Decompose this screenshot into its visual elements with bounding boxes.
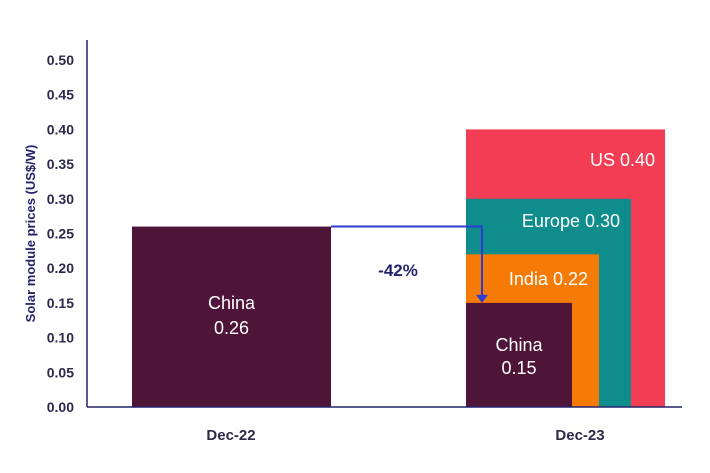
bar-label-dec22-china-value: 0.26 xyxy=(214,318,249,338)
bar-label-dec23-india: India 0.22 xyxy=(509,269,588,289)
bar-label-dec22-china-name: China xyxy=(208,293,256,313)
y-tick-label: 0.25 xyxy=(47,226,74,242)
bar-dec23-china xyxy=(466,302,572,407)
decline-percent-label: -42% xyxy=(378,261,418,280)
y-tick-label: 0.30 xyxy=(47,191,74,207)
bar-label-dec23-europe: Europe 0.30 xyxy=(522,211,620,231)
bar-label-dec23-china-name: China xyxy=(495,335,543,355)
y-tick-label: 0.00 xyxy=(47,399,74,415)
bar-label-dec23-china-value: 0.15 xyxy=(501,358,536,378)
x-category-label: Dec-22 xyxy=(206,427,255,444)
y-tick-label: 0.50 xyxy=(47,52,74,68)
y-tick-label: 0.45 xyxy=(47,87,74,103)
y-tick-label: 0.15 xyxy=(47,295,74,311)
y-tick-label: 0.10 xyxy=(47,330,74,346)
bar-label-dec23-us: US 0.40 xyxy=(590,150,655,170)
decline-arrow-line xyxy=(331,225,483,297)
y-tick-label: 0.40 xyxy=(47,121,74,137)
bar-dec22-china xyxy=(132,226,331,407)
y-tick-label: 0.05 xyxy=(47,364,74,380)
x-category-label: Dec-23 xyxy=(555,427,604,444)
decline-arrow-head xyxy=(476,294,488,303)
y-tick-label: 0.20 xyxy=(47,260,74,276)
y-tick-label: 0.35 xyxy=(47,156,74,172)
y-axis-title: Solar module prices (US$/W) xyxy=(23,145,38,323)
